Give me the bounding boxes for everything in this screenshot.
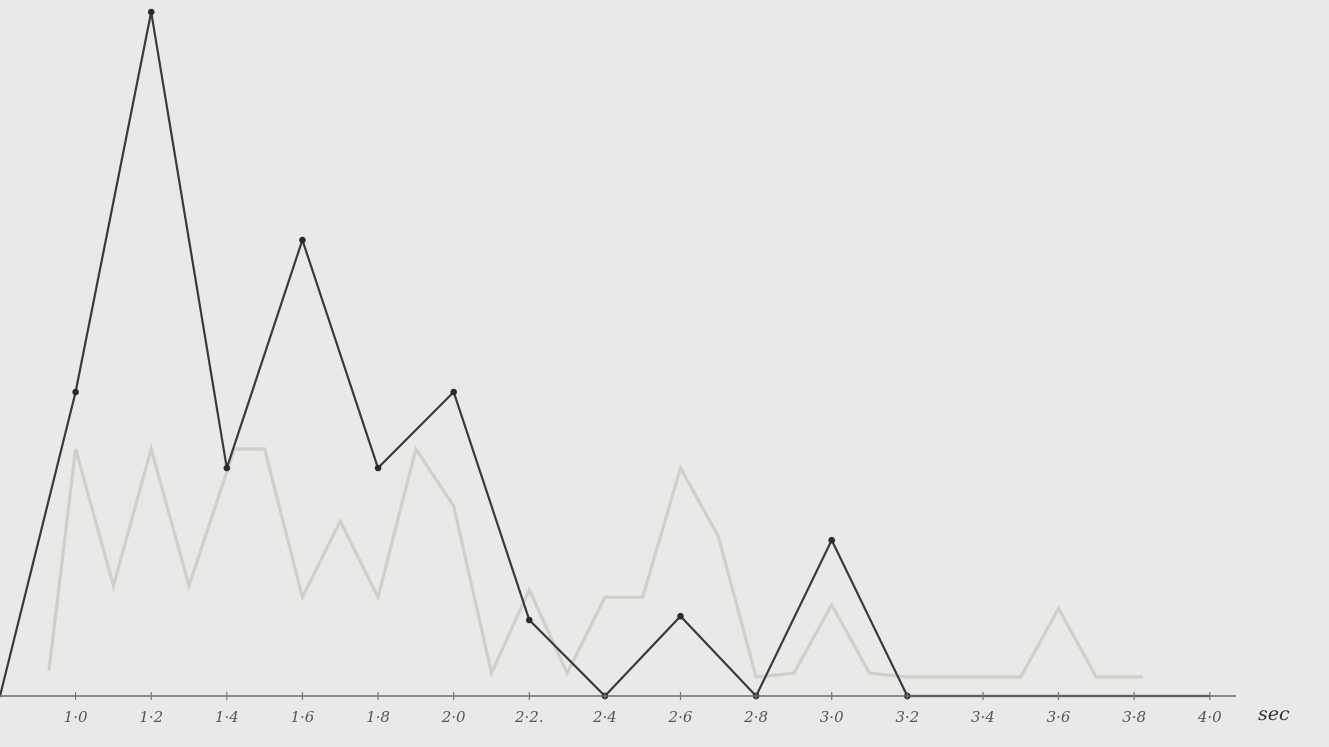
x-tick-label-3: 1·4	[215, 708, 239, 726]
data-point-1-12	[828, 536, 836, 544]
data-point-1-10	[677, 612, 684, 620]
x-tick-label-1: 1·0	[64, 708, 88, 726]
data-point-1-5	[299, 236, 306, 244]
x-tick-label-13: 3·4	[971, 708, 995, 726]
x-tick-label-10: 2·8	[743, 708, 768, 726]
data-point-1-7	[450, 388, 457, 396]
x-axis	[0, 692, 1236, 700]
x-axis-unit-label: sec	[1258, 703, 1290, 725]
series-layer	[0, 8, 1211, 700]
x-tick-label-5: 1·8	[366, 708, 390, 726]
x-tick-label-15: 3·8	[1122, 708, 1146, 726]
data-point-1-4	[223, 464, 231, 472]
x-tick-label-16: 4·0	[1197, 708, 1222, 726]
data-point-1-3	[147, 8, 155, 16]
x-tick-label-12: 3·2	[895, 708, 919, 726]
data-point-1-2	[72, 388, 79, 396]
x-tick-labels: 1·0 1·2 1·4 1·6 1·8 2·0 2·2. 2·4 2·6 2·8 3·0 3·2 3·4…	[64, 708, 1222, 726]
x-tick-label-9: 2·6	[668, 708, 693, 726]
x-tick-label-8: 2·4	[592, 708, 617, 726]
x-tick-label-6: 2·0	[441, 708, 466, 726]
x-tick-label-4: 1·6	[291, 708, 315, 726]
x-tick-label-2: 1·2	[139, 708, 163, 726]
x-tick-label-14: 3·6	[1047, 708, 1071, 726]
series-line-1	[0, 11, 1211, 698]
data-point-1-6	[374, 464, 382, 472]
series-line-2	[47, 442, 1144, 679]
data-point-1-8	[525, 616, 533, 624]
x-tick-label-7: 2·2.	[514, 708, 544, 726]
x-tick-label-11: 3·0	[820, 708, 844, 726]
